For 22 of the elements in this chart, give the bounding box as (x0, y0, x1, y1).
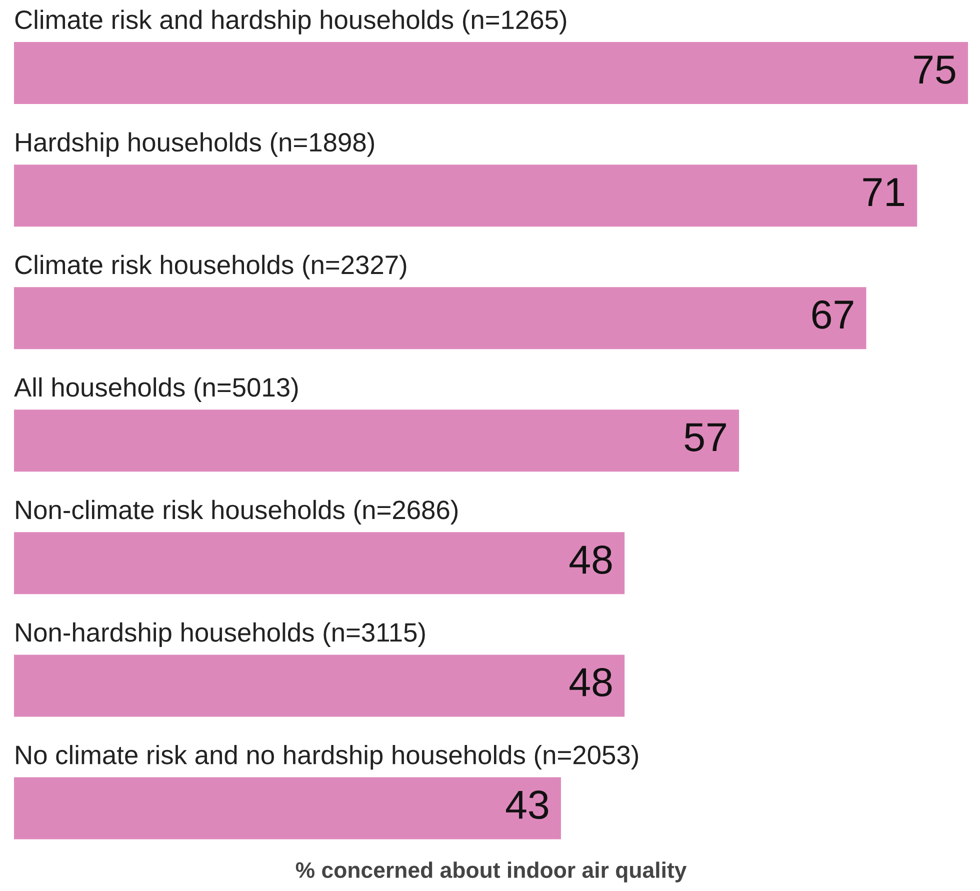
bar (14, 410, 740, 472)
y-tick-label: No climate risk and no hardship households (n=2053) (16, 744, 638, 770)
bar (14, 164, 918, 227)
y-tick-label: Climate risk households (n=2327) (15, 254, 406, 280)
data-label: 48 (570, 545, 612, 574)
y-tick-label: Non-climate risk households (n=2686) (16, 500, 458, 524)
y-tick-label: Climate risk and hardship households (n=1265) (15, 10, 566, 34)
data-label: 71 (863, 178, 904, 206)
data-label: 48 (570, 668, 612, 697)
x-axis-title: % concerned about indoor air quality (296, 862, 687, 882)
data-label: 57 (684, 423, 726, 452)
bar (14, 654, 625, 717)
data-label: 67 (812, 300, 854, 329)
bar (14, 777, 561, 840)
y-tick-label: Hardship households (n=1898) (16, 132, 374, 157)
bar (14, 42, 968, 104)
y-tick-label: All households (n=5013) (14, 377, 298, 402)
bar (14, 532, 625, 594)
bar (14, 287, 866, 350)
data-label: 75 (914, 56, 956, 84)
y-tick-label: Non-hardship households (n=3115) (16, 622, 425, 648)
data-label: 43 (506, 790, 548, 820)
